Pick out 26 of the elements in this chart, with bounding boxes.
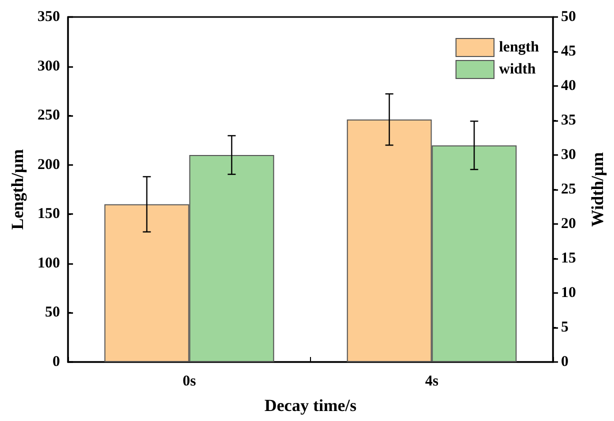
legend-label: width xyxy=(498,62,536,78)
x-tick-label: 0s xyxy=(182,374,196,390)
y2-tick-label: 45 xyxy=(561,44,576,60)
y2-axis-title: Width/μm xyxy=(588,152,607,227)
y-tick-label: 0 xyxy=(52,354,60,370)
y2-tick-label: 20 xyxy=(561,216,576,232)
y-tick-label: 250 xyxy=(38,108,60,124)
y-tick-label: 50 xyxy=(45,304,60,321)
y-tick-label: 300 xyxy=(38,58,60,74)
y2-tick-label: 50 xyxy=(561,9,576,25)
x-tick-label: 4s xyxy=(425,374,439,390)
y2-tick-label: 30 xyxy=(561,147,576,163)
y2-tick-label: 10 xyxy=(561,285,576,301)
y2-tick-label: 40 xyxy=(561,78,576,94)
y-tick-label: 100 xyxy=(38,255,60,272)
y2-tick-label: 0 xyxy=(561,354,568,370)
y-tick-label: 350 xyxy=(38,9,60,25)
y2-tick-label: 35 xyxy=(561,112,576,128)
legend-label: length xyxy=(498,40,540,56)
x-axis-title: Decay time/s xyxy=(264,396,357,415)
y-tick-label: 150 xyxy=(38,206,60,222)
y2-tick-label: 5 xyxy=(561,320,568,336)
y2-tick-label: 15 xyxy=(561,250,576,266)
y-axis-title: Length/μm xyxy=(8,149,27,230)
y2-tick-label: 25 xyxy=(561,182,576,198)
y-tick-label: 200 xyxy=(38,156,60,173)
